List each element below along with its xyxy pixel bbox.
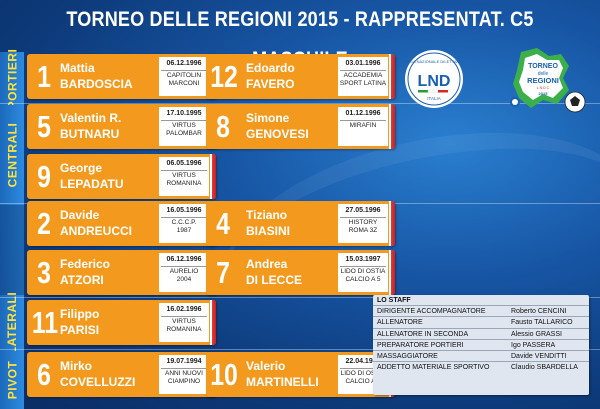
player-number: 9 xyxy=(37,159,51,194)
player-name: Valentin R. BUTNARU xyxy=(60,111,122,141)
page-title: TORNEO DELLE REGIONI 2015 - RAPPRESENTAT… xyxy=(66,8,534,71)
staff-row: ALLENATORE Fausto TALLARICO xyxy=(373,316,589,327)
svg-text:2015: 2015 xyxy=(539,91,549,96)
player-name: Valerio MARTINELLI xyxy=(246,359,319,389)
player-number: 4 xyxy=(216,206,230,241)
player-name: Davide ANDREUCCI xyxy=(60,208,132,238)
staff-row: PREPARATORE PORTIERI Igo PASSERA xyxy=(373,338,589,350)
player-info: 15.03.1997 LIDO DI OSTIA CALCIO A 5 xyxy=(338,253,388,292)
card-stripe xyxy=(389,201,395,246)
player-card: 3 Federico ATZORI 06.12.1996 AURELIO 2004 xyxy=(27,250,216,295)
player-card: 4 Tiziano BIASINI 27.05.1996 HISTORY ROMA … xyxy=(206,201,395,246)
player-info: 17.10.1995 VIRTUS PALOMBAR xyxy=(159,107,209,146)
staff-row: MASSAGGIATORE Davide VENDITTI xyxy=(373,350,589,361)
player-number: 2 xyxy=(37,206,51,241)
section-label-laterali: LATERALI xyxy=(5,291,19,355)
player-number: 1 xyxy=(37,59,51,94)
card-stripe xyxy=(389,54,395,99)
player-info: 19.07.1994 ANNI NUOVI CIAMPINO xyxy=(159,355,209,394)
player-number: 8 xyxy=(216,109,230,144)
lnd-logo-icon: LEGA NAZIONALE DILETTANTI LND ITALIA xyxy=(405,50,463,108)
player-name: Federico ATZORI xyxy=(60,257,111,287)
player-card: 9 George LEPADATU 06.05.1996 VIRTUS ROMANI… xyxy=(27,154,216,199)
staff-row: DIRIGENTE ACCOMPAGNATORE Roberto CENCINI xyxy=(373,305,589,316)
player-info: 03.01.1996 ACCADEMIA SPORT LATINA xyxy=(338,57,388,96)
section-bar-pivot xyxy=(0,351,24,409)
section-bar-portieri xyxy=(0,52,24,105)
player-info: 06.05.1996 VIRTUS ROMANINA xyxy=(159,157,209,196)
player-card: 1 Mattia BARDOSCIA 06.12.1996 CAPITOLIN MA… xyxy=(27,54,216,99)
section-divider xyxy=(0,297,600,298)
svg-text:L N D C: L N D C xyxy=(537,86,550,90)
svg-text:TORNEO: TORNEO xyxy=(528,63,558,70)
player-number: 6 xyxy=(37,357,51,392)
card-stripe xyxy=(389,104,395,149)
player-name: Edoardo FAVERO xyxy=(246,61,295,91)
section-divider xyxy=(0,349,600,350)
player-card: 8 Simone GENOVESI 01.12.1996 MIRAFIN xyxy=(206,104,395,149)
player-name: Simone GENOVESI xyxy=(246,111,309,141)
player-number: 3 xyxy=(37,255,51,290)
player-number: 10 xyxy=(210,357,238,392)
section-label-pivot: PIVOT xyxy=(5,360,20,400)
player-info: 16.05.1996 C.C.C.P. 1987 xyxy=(159,204,209,243)
section-bar-centrali xyxy=(0,105,24,205)
staff-heading: LO STAFF xyxy=(377,297,411,304)
svg-text:LEGA NAZIONALE DILETTANTI: LEGA NAZIONALE DILETTANTI xyxy=(405,59,463,64)
section-divider xyxy=(0,103,600,104)
player-name: Filippo PARISI xyxy=(60,307,100,337)
section-label-portieri: PORTIERI xyxy=(5,48,20,109)
svg-text:delle: delle xyxy=(538,71,549,77)
card-stripe xyxy=(210,300,216,345)
player-card: 12 Edoardo FAVERO 03.01.1996 ACCADEMIA SPO… xyxy=(206,54,395,99)
staff-row: ADDETTO MATERIALE SPORTIVO Claudio SBARDE… xyxy=(373,361,589,372)
section-label-centrali: CENTRALI xyxy=(5,122,20,188)
svg-text:ITALIA: ITALIA xyxy=(427,96,440,101)
torneo-logo-icon: TORNEO delle REGIONI L N D C 2015 xyxy=(510,48,586,113)
player-card: 7 Andrea DI LECCE 15.03.1997 LIDO DI OSTIA… xyxy=(206,250,395,295)
player-number: 11 xyxy=(31,305,59,340)
player-number: 7 xyxy=(216,255,230,290)
player-name: Andrea DI LECCE xyxy=(246,257,303,287)
player-name: George LEPADATU xyxy=(60,161,124,191)
player-card: 6 Mirko COVELLUZZI 19.07.1994 ANNI NUOVI C… xyxy=(27,352,216,397)
svg-text:REGIONI: REGIONI xyxy=(527,76,559,85)
player-name: Tiziano BIASINI xyxy=(246,208,291,238)
player-info: 16.02.1996 VIRTUS ROMANINA xyxy=(159,303,209,342)
svg-text:LND: LND xyxy=(418,73,451,90)
card-stripe xyxy=(389,250,395,295)
player-number: 12 xyxy=(210,59,238,94)
player-info: 06.12.1996 AURELIO 2004 xyxy=(159,253,209,292)
player-card: 11 Filippo PARISI 16.02.1996 VIRTUS ROMANI… xyxy=(27,300,216,345)
section-bar-mid xyxy=(0,205,24,295)
player-info: 27.05.1996 HISTORY ROMA 3Z xyxy=(338,204,388,243)
player-card: 2 Davide ANDREUCCI 16.05.1996 C.C.C.P. 198… xyxy=(27,201,216,246)
section-bar-laterali xyxy=(0,295,24,351)
player-info: 06.12.1996 CAPITOLIN MARCONI xyxy=(159,57,209,96)
staff-panel: LO STAFF DIRIGENTE ACCOMPAGNATORE Roberto… xyxy=(373,295,589,395)
player-name: Mirko COVELLUZZI xyxy=(60,359,136,389)
player-card: 5 Valentin R. BUTNARU 17.10.1995 VIRTUS PA… xyxy=(27,104,216,149)
player-info: 01.12.1996 MIRAFIN xyxy=(338,107,388,146)
card-stripe xyxy=(210,154,216,199)
staff-row: ALLENATORE IN SECONDA Alessio GRASSI xyxy=(373,327,589,339)
player-name: Mattia BARDOSCIA xyxy=(60,61,133,91)
player-number: 5 xyxy=(37,109,51,144)
